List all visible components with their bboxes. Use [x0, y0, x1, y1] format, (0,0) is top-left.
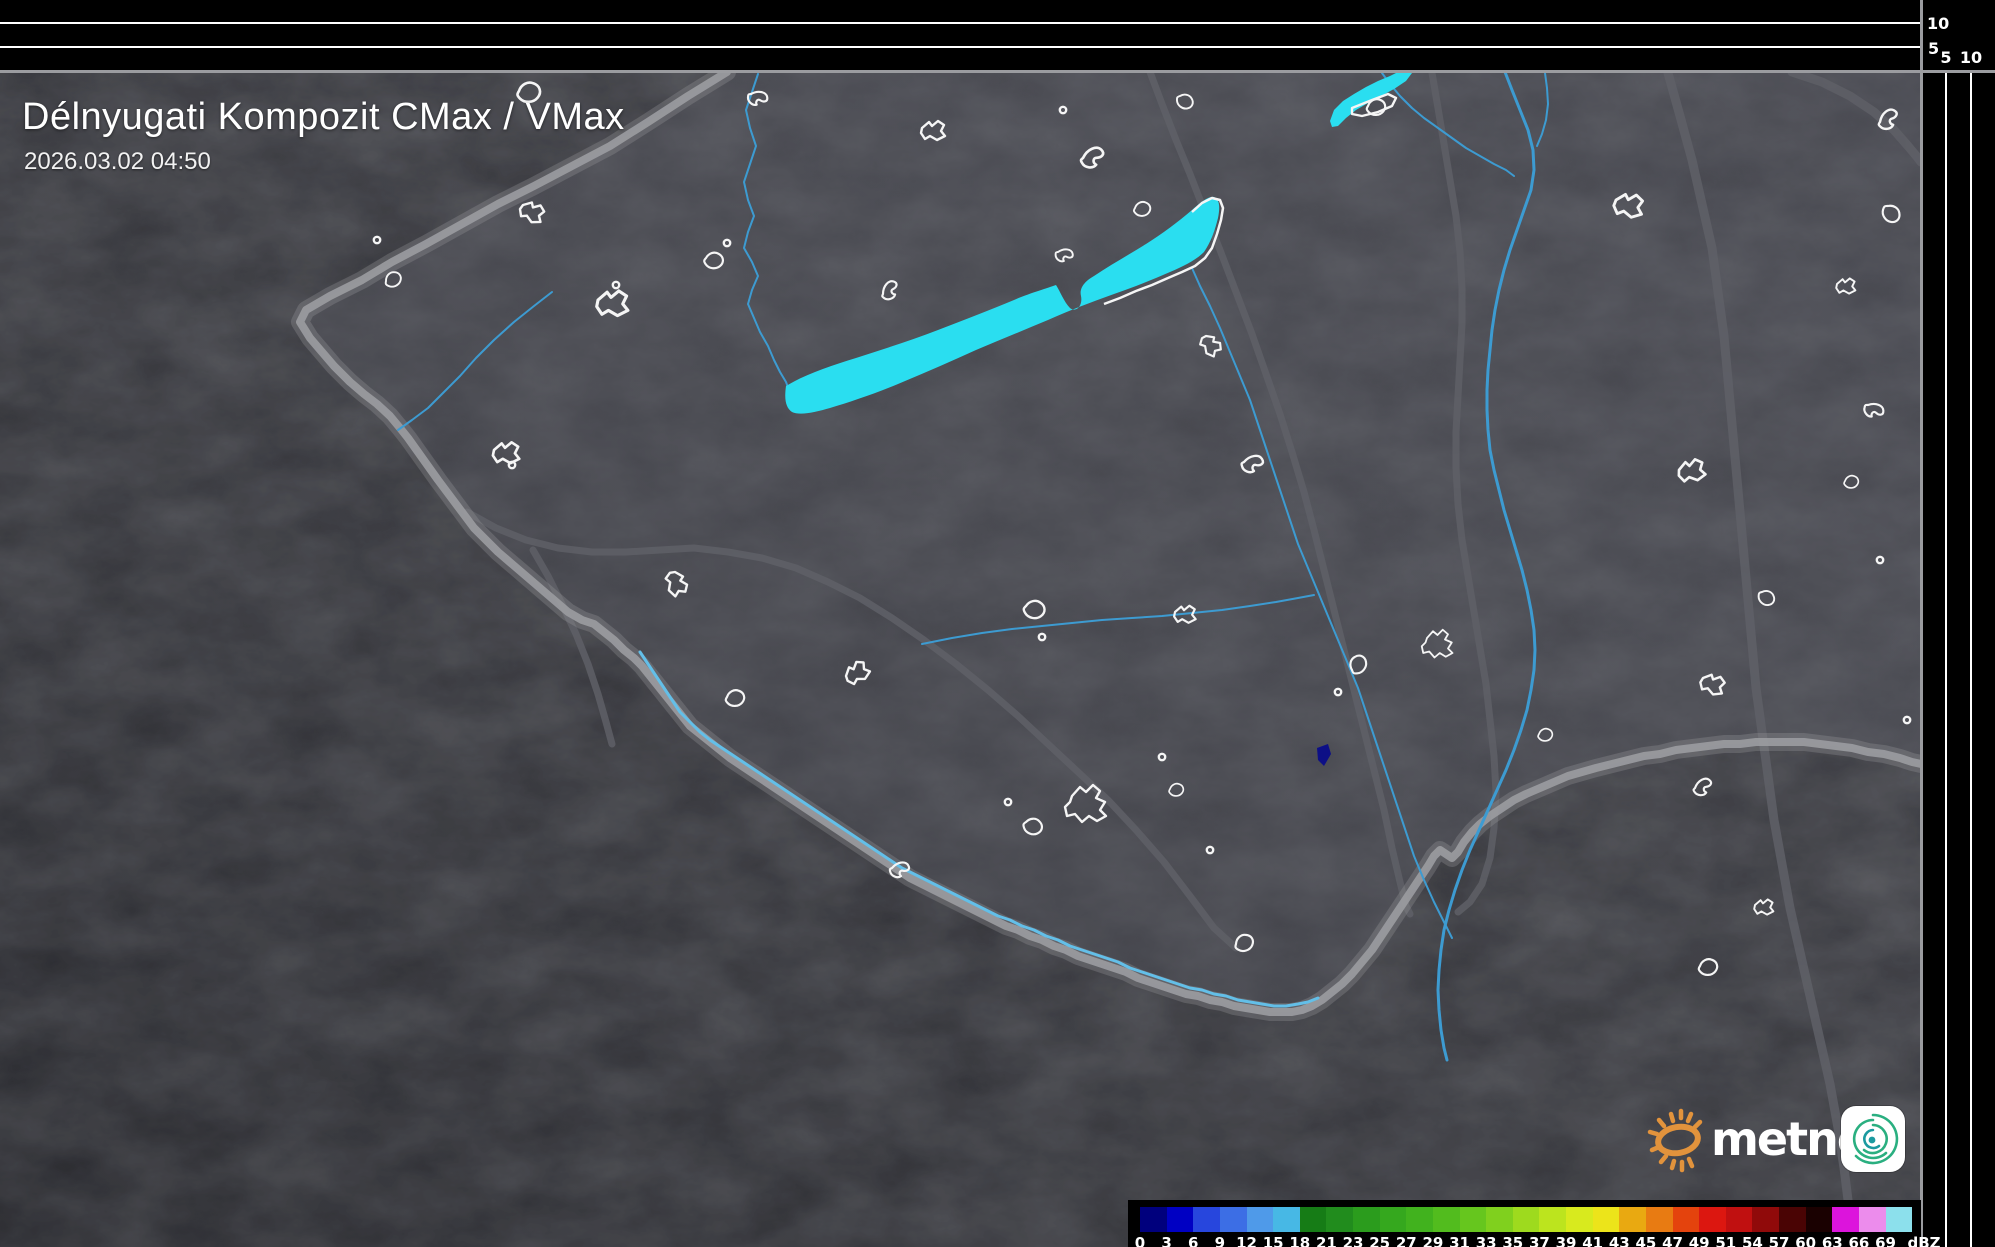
- river-kerka: [397, 291, 553, 431]
- colorbar-cell: 43: [1609, 1207, 1646, 1247]
- country-border: [291, 63, 1921, 1021]
- sun-icon: [1647, 1108, 1703, 1173]
- height-gridline-right-10km: [1970, 73, 1972, 1247]
- river-danube-branch2: [1536, 72, 1549, 147]
- right-scale-tick-10: 10: [1959, 48, 1983, 67]
- colorbar-tick-label: 29: [1422, 1234, 1444, 1247]
- colorbar-cell: 54: [1742, 1207, 1779, 1247]
- colorbar-tick-label: 41: [1582, 1234, 1604, 1247]
- radar-map-canvas: [0, 0, 1921, 1247]
- top-scale-tick-10: 10: [1927, 14, 1950, 33]
- spiral-icon: [1852, 1113, 1899, 1165]
- colorbar-tick-label: 9: [1214, 1234, 1226, 1247]
- colorbar-unit-label: dBZ: [1907, 1234, 1941, 1247]
- colorbar-cell: 45: [1635, 1207, 1673, 1247]
- radar-echo: [1317, 744, 1331, 766]
- river-sio: [1191, 267, 1453, 939]
- lakes: [785, 69, 1412, 414]
- colorbar-tick-label: 66: [1848, 1234, 1870, 1247]
- rivers: [397, 70, 1549, 1062]
- colorbar-cell: 29: [1422, 1207, 1460, 1247]
- settlement-outlines: [372, 81, 1912, 976]
- metnet-logo: metnet: [1645, 1098, 1925, 1184]
- colorbar-tick-label: 49: [1688, 1234, 1710, 1247]
- colorbar-cell: 0: [1135, 1207, 1167, 1247]
- top-scale-tick-5: 5: [1928, 39, 1940, 58]
- colorbar-tick-label: 33: [1475, 1234, 1497, 1247]
- lake-balaton: [785, 196, 1220, 414]
- colorbar-cell: 18: [1289, 1207, 1327, 1247]
- colorbar-cells: 0 3 6 9 12 15 18 21 23 25 27 29 31 33 35 37 39 41 43 45 47 49…: [1135, 1207, 1913, 1247]
- colorbar-tick-label: 25: [1369, 1234, 1391, 1247]
- colorbar-tick-label: 0: [1134, 1234, 1146, 1247]
- colorbar-cell: 9: [1215, 1207, 1247, 1247]
- colorbar-cell: 23: [1343, 1207, 1380, 1247]
- colorbar-cell: 33: [1476, 1207, 1513, 1247]
- river-mura-drava: [638, 650, 1320, 1008]
- colorbar-tick-label: 3: [1161, 1234, 1172, 1247]
- colorbar-cell: 63: [1822, 1207, 1859, 1247]
- colorbar-cell: 35: [1502, 1207, 1540, 1247]
- colorbar-tick-label: 6: [1188, 1234, 1199, 1247]
- colorbar-tick-label: 12: [1236, 1234, 1257, 1247]
- colorbar-cell: 15: [1263, 1207, 1300, 1247]
- vmax-right-panel: [1921, 0, 1995, 1247]
- colorbar-tick-label: 57: [1768, 1234, 1790, 1247]
- river-danube: [1436, 70, 1537, 1062]
- colorbar-cell: 49: [1689, 1207, 1726, 1247]
- colorbar-cell: 51: [1715, 1207, 1753, 1247]
- colorbar-cell: 27: [1396, 1207, 1433, 1247]
- colorbar-cell: 57: [1769, 1207, 1806, 1247]
- colorbar-cell: 31: [1449, 1207, 1487, 1247]
- height-gridline-10km: [0, 22, 1921, 24]
- colorbar-cell: 60: [1795, 1207, 1833, 1247]
- colorbar-tick-label: 18: [1289, 1234, 1311, 1247]
- colorbar-tick-label: 23: [1342, 1234, 1364, 1247]
- height-gridline-right-5km: [1945, 73, 1947, 1247]
- colorbar-tick-label: 47: [1662, 1234, 1683, 1247]
- metnet-app-icon: [1841, 1106, 1905, 1172]
- colorbar-cell: 47: [1662, 1207, 1700, 1247]
- colorbar-cell: 6: [1188, 1207, 1220, 1247]
- right-scale-tick-5: 5: [1940, 48, 1952, 67]
- lake-velence: [1330, 69, 1412, 127]
- terrain-layer: [0, 0, 1921, 1247]
- colorbar-cell: 3: [1161, 1207, 1194, 1247]
- timestamp: 2026.03.02 04:50: [24, 148, 211, 175]
- river-kapos: [921, 594, 1315, 645]
- colorbar-tick-label: 54: [1741, 1234, 1763, 1247]
- right-panel-axis: [1920, 0, 1923, 1247]
- colorbar-tick-label: 69: [1875, 1234, 1896, 1247]
- colorbar-cell: 12: [1236, 1207, 1274, 1247]
- colorbar-cell: 37: [1529, 1207, 1566, 1247]
- vmax-top-panel: [0, 0, 1921, 71]
- colorbar-tick-label: 60: [1795, 1234, 1817, 1247]
- balaton-shore-outline: [1103, 196, 1225, 306]
- height-gridline-5km: [0, 46, 1921, 48]
- colorbar-cell: 21: [1316, 1207, 1353, 1247]
- colorbar-tick-label: 31: [1449, 1234, 1470, 1247]
- river-zala: [743, 73, 790, 391]
- colorbar-cell: 25: [1369, 1207, 1407, 1247]
- colorbar-tick-label: 63: [1821, 1234, 1843, 1247]
- colorbar-cell: 69: [1875, 1207, 1913, 1247]
- colorbar-cell: 39: [1556, 1207, 1593, 1247]
- top-panel-axis: [0, 70, 1995, 73]
- colorbar-tick-label: 35: [1502, 1234, 1524, 1247]
- dbz-colorbar: 0 3 6 9 12 15 18 21 23 25 27 29 31 33 35 37 39 41 43 45 47 49…: [1128, 1200, 1941, 1247]
- colorbar-tick-label: 27: [1395, 1234, 1417, 1247]
- river-danube-branch: [1381, 72, 1515, 177]
- colorbar-cell: 66: [1848, 1207, 1886, 1247]
- colorbar-tick-label: 39: [1555, 1234, 1577, 1247]
- colorbar-cell: 41: [1582, 1207, 1620, 1247]
- colorbar-tick-label: 21: [1315, 1234, 1337, 1247]
- colorbar-tick-label: 45: [1635, 1234, 1657, 1247]
- page-title: Délnyugati Kompozit CMax / VMax: [22, 96, 625, 138]
- colorbar-tick-label: 37: [1528, 1234, 1550, 1247]
- colorbar-tick-label: 43: [1608, 1234, 1630, 1247]
- colorbar-tick-label: 51: [1715, 1234, 1737, 1247]
- colorbar-tick-label: 15: [1262, 1234, 1284, 1247]
